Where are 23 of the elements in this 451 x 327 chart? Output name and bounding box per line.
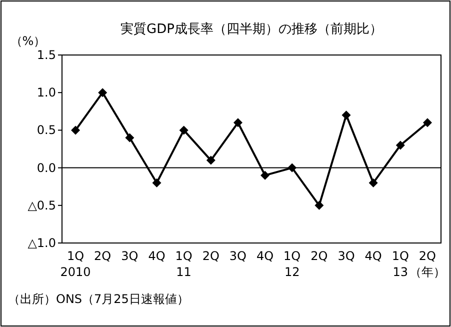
y-tick-label: 0.0 — [36, 160, 56, 175]
y-tick-label: 1.5 — [36, 48, 56, 62]
x-tick-label: 2Q — [310, 249, 328, 263]
x-tick-label: 2Q — [94, 249, 112, 263]
x-tick-label: 2Q — [202, 249, 220, 263]
x-tick-label: 3Q — [229, 249, 247, 263]
y-axis-title: （%） — [10, 34, 46, 48]
y-tick-label: △1.0 — [28, 236, 56, 250]
x-tick-label: 4Q — [364, 249, 382, 263]
x-tick-label: 3Q — [121, 249, 138, 263]
x-tick-label: 1Q 11 — [175, 249, 192, 279]
x-tick-label: 4Q — [256, 249, 274, 263]
x-tick-label: 1Q 13 — [392, 249, 409, 279]
y-tick-label: △0.5 — [28, 198, 56, 212]
x-tick-label: 2Q （年） — [409, 249, 446, 279]
y-tick-label: 1.0 — [36, 86, 56, 100]
x-tick-label: 1Q 2010 — [60, 249, 91, 279]
x-tick-label: 1Q 12 — [284, 249, 301, 279]
chart-title: 実質GDP成長率（四半期）の推移（前期比） — [120, 21, 382, 37]
x-tick-label: 4Q — [148, 249, 166, 263]
x-tick-label: 3Q — [338, 249, 355, 263]
text: （出所）ONS（7月25日速報値） — [8, 292, 189, 306]
y-tick-label: 0.5 — [36, 123, 56, 138]
